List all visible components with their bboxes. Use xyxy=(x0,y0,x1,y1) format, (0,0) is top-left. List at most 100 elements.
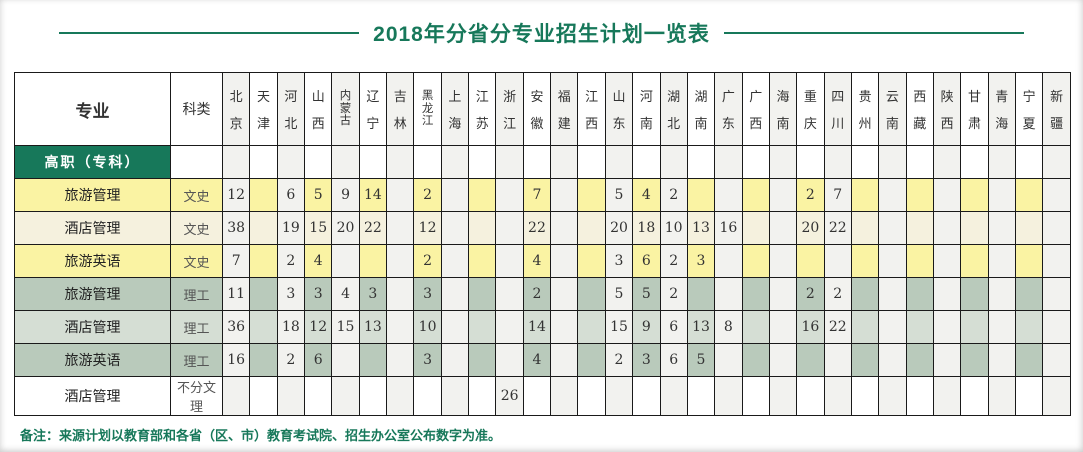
value-cell: 11 xyxy=(221,277,251,311)
value-cell: 20 xyxy=(796,211,825,245)
value-cell: 2 xyxy=(522,277,552,311)
value-cell xyxy=(960,244,989,278)
value-cell xyxy=(714,376,743,416)
value-cell xyxy=(1014,343,1044,377)
province-name: 浙江 xyxy=(503,89,517,131)
value-cell xyxy=(468,376,497,416)
value-cell: 16 xyxy=(796,310,825,344)
value-cell xyxy=(768,244,798,278)
value-cell xyxy=(686,277,716,311)
value-cell xyxy=(987,277,1016,311)
province-name: 福建 xyxy=(557,89,571,131)
value-cell xyxy=(850,277,880,311)
value-cell xyxy=(386,178,415,212)
category-cell: 不分文理 xyxy=(170,376,223,416)
value-cell xyxy=(987,178,1016,212)
major-cell: 旅游管理 xyxy=(14,277,171,311)
value-cell xyxy=(632,145,661,179)
value-cell xyxy=(1042,211,1071,245)
value-cell xyxy=(495,145,524,179)
value-cell xyxy=(905,343,934,377)
value-cell: 16 xyxy=(714,211,743,245)
value-cell xyxy=(823,376,852,416)
value-cell: 3 xyxy=(358,277,388,311)
province-name: 湖北 xyxy=(667,89,681,131)
major-cell: 旅游英语 xyxy=(14,244,171,278)
province-header-23: 四川 xyxy=(823,72,852,146)
value-cell xyxy=(932,376,962,416)
province-name: 海南 xyxy=(776,89,790,131)
title-line-right xyxy=(723,32,1024,34)
value-cell: 8 xyxy=(714,310,743,344)
value-cell xyxy=(823,343,852,377)
province-header-21: 海南 xyxy=(768,72,798,146)
province-header-15: 山东 xyxy=(604,72,634,146)
value-cell xyxy=(796,343,825,377)
province-name: 新疆 xyxy=(1050,89,1064,131)
value-cell xyxy=(550,343,579,377)
province-name: 上海 xyxy=(448,89,462,131)
value-cell xyxy=(1014,145,1044,179)
value-cell: 2 xyxy=(796,277,825,311)
category-cell: 文史 xyxy=(170,178,223,212)
value-cell: 2 xyxy=(276,244,306,278)
value-cell xyxy=(440,145,470,179)
value-cell xyxy=(905,211,934,245)
value-cell: 10 xyxy=(413,310,442,344)
value-cell xyxy=(960,376,989,416)
value-cell xyxy=(249,145,278,179)
value-cell: 19 xyxy=(276,211,306,245)
province-name: 甘肃 xyxy=(967,89,981,131)
value-cell xyxy=(577,244,606,278)
value-cell xyxy=(878,343,907,377)
province-header-13: 福建 xyxy=(550,72,579,146)
value-cell: 4 xyxy=(632,178,661,212)
value-cell xyxy=(249,211,278,245)
value-cell: 20 xyxy=(604,211,634,245)
value-cell: 4 xyxy=(304,244,333,278)
value-cell xyxy=(1014,376,1044,416)
value-cell xyxy=(358,145,388,179)
value-cell xyxy=(632,376,661,416)
province-header-25: 云南 xyxy=(878,72,907,146)
value-cell xyxy=(932,211,962,245)
value-cell xyxy=(714,244,743,278)
value-cell xyxy=(413,376,442,416)
value-cell xyxy=(577,277,606,311)
value-cell xyxy=(1042,277,1071,311)
value-cell xyxy=(440,310,470,344)
value-cell xyxy=(960,211,989,245)
value-cell xyxy=(686,178,716,212)
value-cell xyxy=(932,310,962,344)
province-name: 吉林 xyxy=(393,89,407,131)
value-cell: 20 xyxy=(331,211,360,245)
footer-note: 备注：来源计划以教育部和各省（区、市）教育考试院、招生办公室公布数字为准。 xyxy=(20,428,502,443)
value-cell: 12 xyxy=(413,211,442,245)
enrollment-plan-table: 专业 科类 北京天津河北山西 内蒙古 辽宁吉林 黑龙江 上海江苏浙江安徽福建江西山东河南… xyxy=(14,72,1071,416)
value-cell xyxy=(686,376,716,416)
value-cell: 7 xyxy=(221,244,251,278)
province-header-1: 北京 xyxy=(221,72,251,146)
value-cell: 2 xyxy=(604,343,634,377)
value-cell: 7 xyxy=(823,178,852,212)
value-cell: 6 xyxy=(632,244,661,278)
value-cell xyxy=(413,145,442,179)
value-cell: 22 xyxy=(823,211,852,245)
column-header-major: 专业 xyxy=(14,72,171,146)
value-cell xyxy=(878,178,907,212)
value-cell xyxy=(577,178,606,212)
value-cell xyxy=(522,145,552,179)
value-cell: 9 xyxy=(331,178,360,212)
major-cell: 旅游管理 xyxy=(14,178,171,212)
value-cell xyxy=(878,277,907,311)
value-cell: 18 xyxy=(276,310,306,344)
value-cell xyxy=(577,310,606,344)
value-cell: 12 xyxy=(304,310,333,344)
category-cell: 理工 xyxy=(170,310,223,344)
value-cell: 2 xyxy=(796,178,825,212)
value-cell: 22 xyxy=(522,211,552,245)
value-cell xyxy=(358,376,388,416)
table-row-5: 酒店管理 理工 36 18 12 15 13 10 14 15 9 6 13 8 16 22 xyxy=(14,310,1071,344)
section-header-cell: 高职（专科） xyxy=(14,145,171,179)
value-cell: 13 xyxy=(358,310,388,344)
